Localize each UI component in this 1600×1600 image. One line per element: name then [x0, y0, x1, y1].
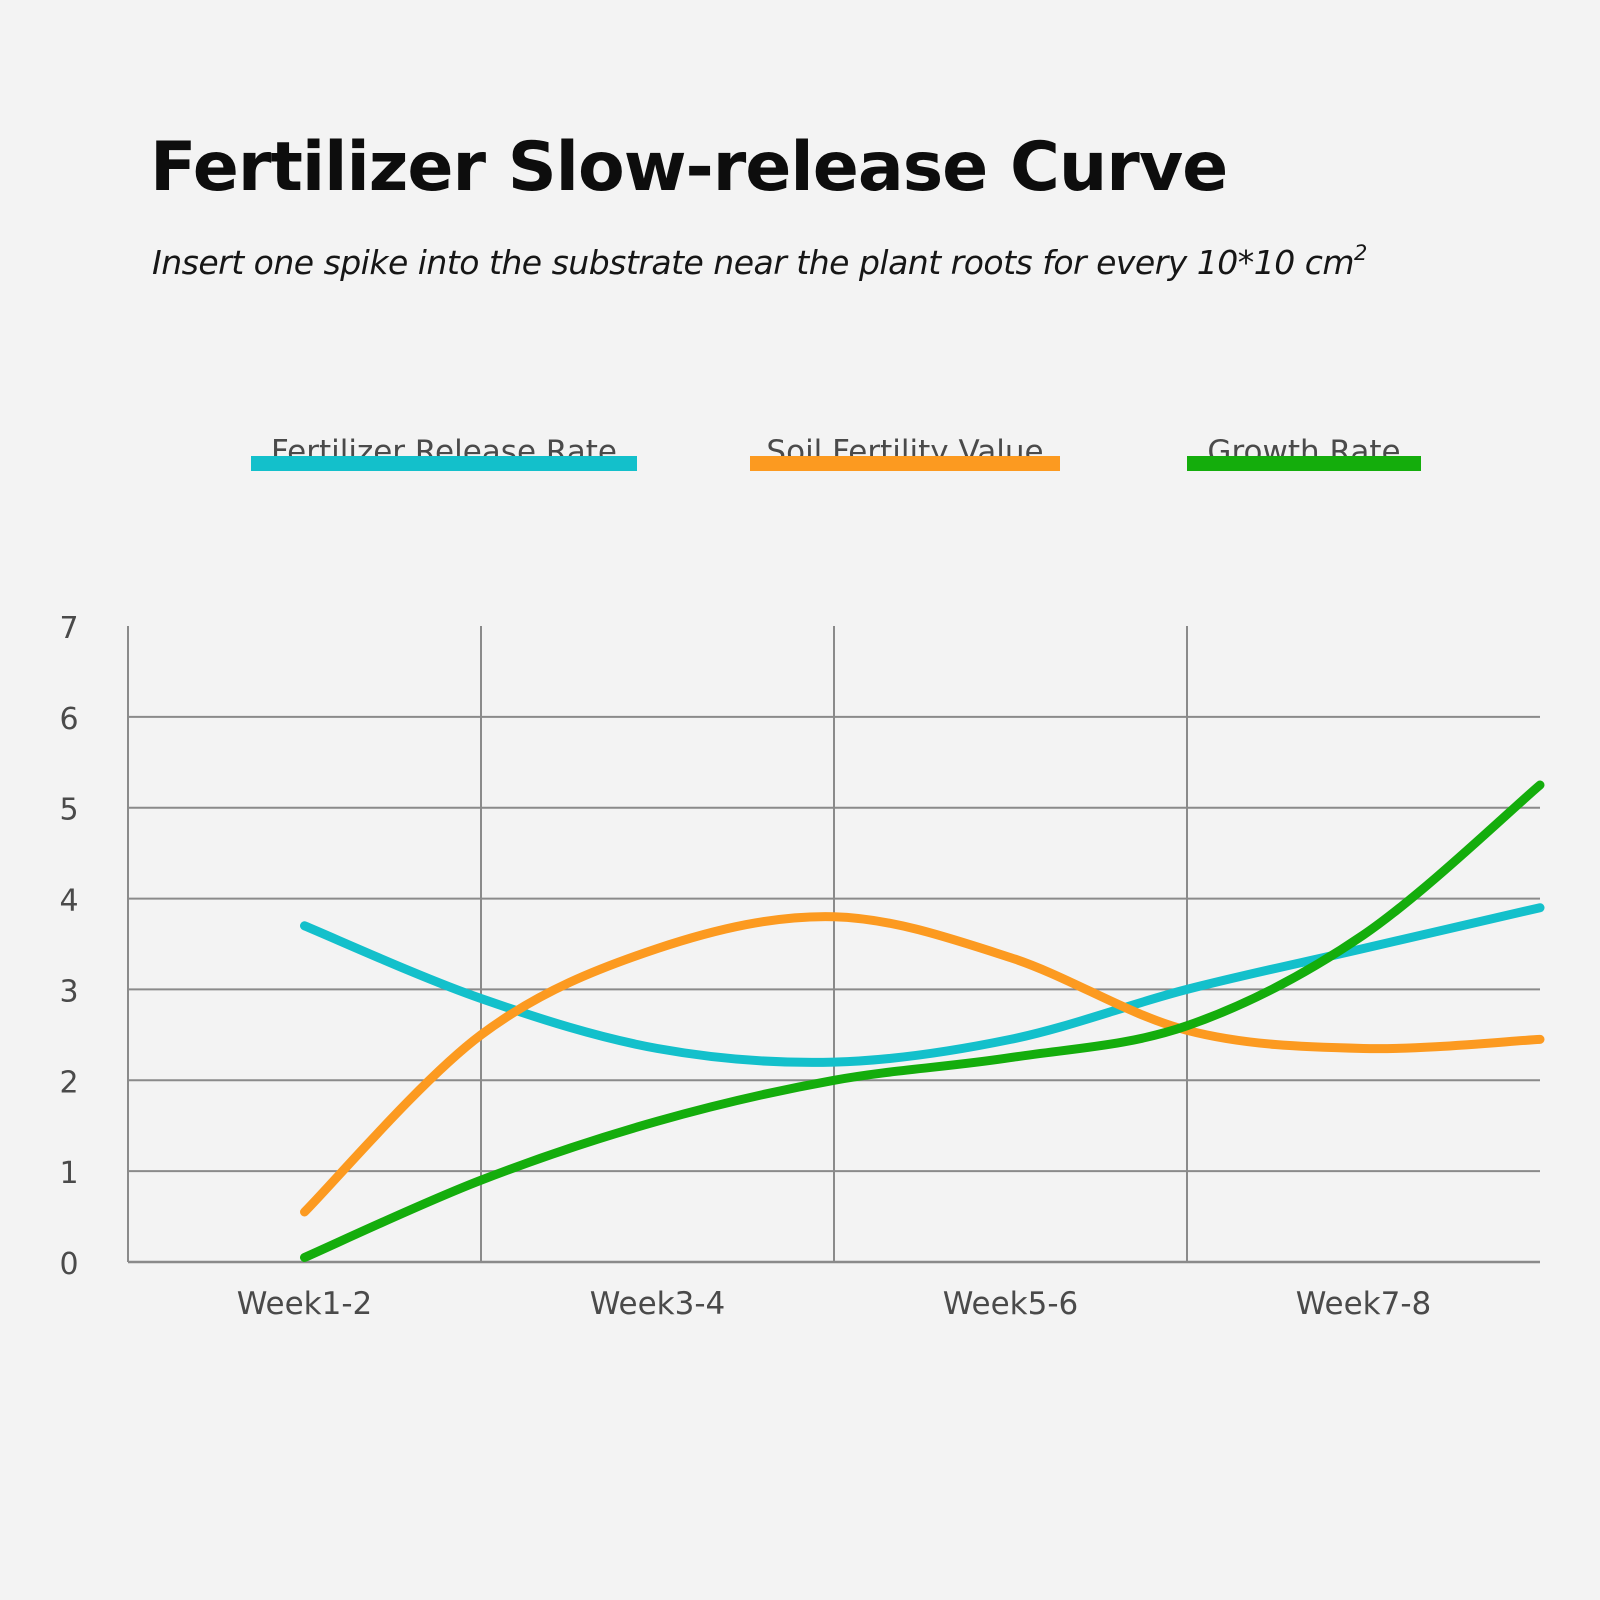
y-tick-label-0: 0 [59, 1247, 78, 1282]
x-tick-label-2: Week3-4 [590, 1286, 726, 1322]
y-tick-label-6: 6 [59, 702, 78, 737]
x-tick-label-4: Week7-8 [1296, 1286, 1432, 1322]
series-lines [300, 780, 1545, 1262]
y-tick-label-1: 1 [59, 1156, 78, 1191]
legend-item-1: Fertilizer Release Rate [251, 434, 637, 471]
legend: Fertilizer Release Rate Soil Fertility Va… [251, 434, 1421, 471]
subtitle-superscript: 2 [1354, 241, 1367, 265]
y-tick-label-5: 5 [59, 793, 78, 828]
legend-item-3: Growth Rate [1187, 434, 1421, 471]
legend-swatch [251, 456, 637, 471]
series-line-2 [300, 912, 1545, 1217]
y-axis-ticks: 0 1 2 3 4 5 6 7 [59, 611, 78, 1282]
y-tick-label-2: 2 [59, 1065, 78, 1100]
subtitle-text: Insert one spike into the substrate near… [152, 243, 1355, 282]
chart-subtitle: Insert one spike into the substrate near… [152, 241, 1367, 283]
y-tick-label-3: 3 [59, 974, 78, 1009]
x-tick-label-3: Week5-6 [943, 1286, 1079, 1322]
legend-swatch [1187, 456, 1421, 471]
y-tick-label-7: 7 [59, 611, 78, 646]
x-tick-label-1: Week1-2 [237, 1286, 373, 1322]
series-line-3 [300, 780, 1545, 1262]
y-tick-label-4: 4 [59, 884, 78, 919]
chart-title: Fertilizer Slow-release Curve [150, 128, 1228, 207]
legend-swatch [750, 456, 1060, 471]
legend-item-2: Soil Fertility Value [750, 434, 1060, 471]
x-axis-ticks: Week1-2 Week3-4 Week5-6 Week7-8 [237, 1286, 1432, 1322]
